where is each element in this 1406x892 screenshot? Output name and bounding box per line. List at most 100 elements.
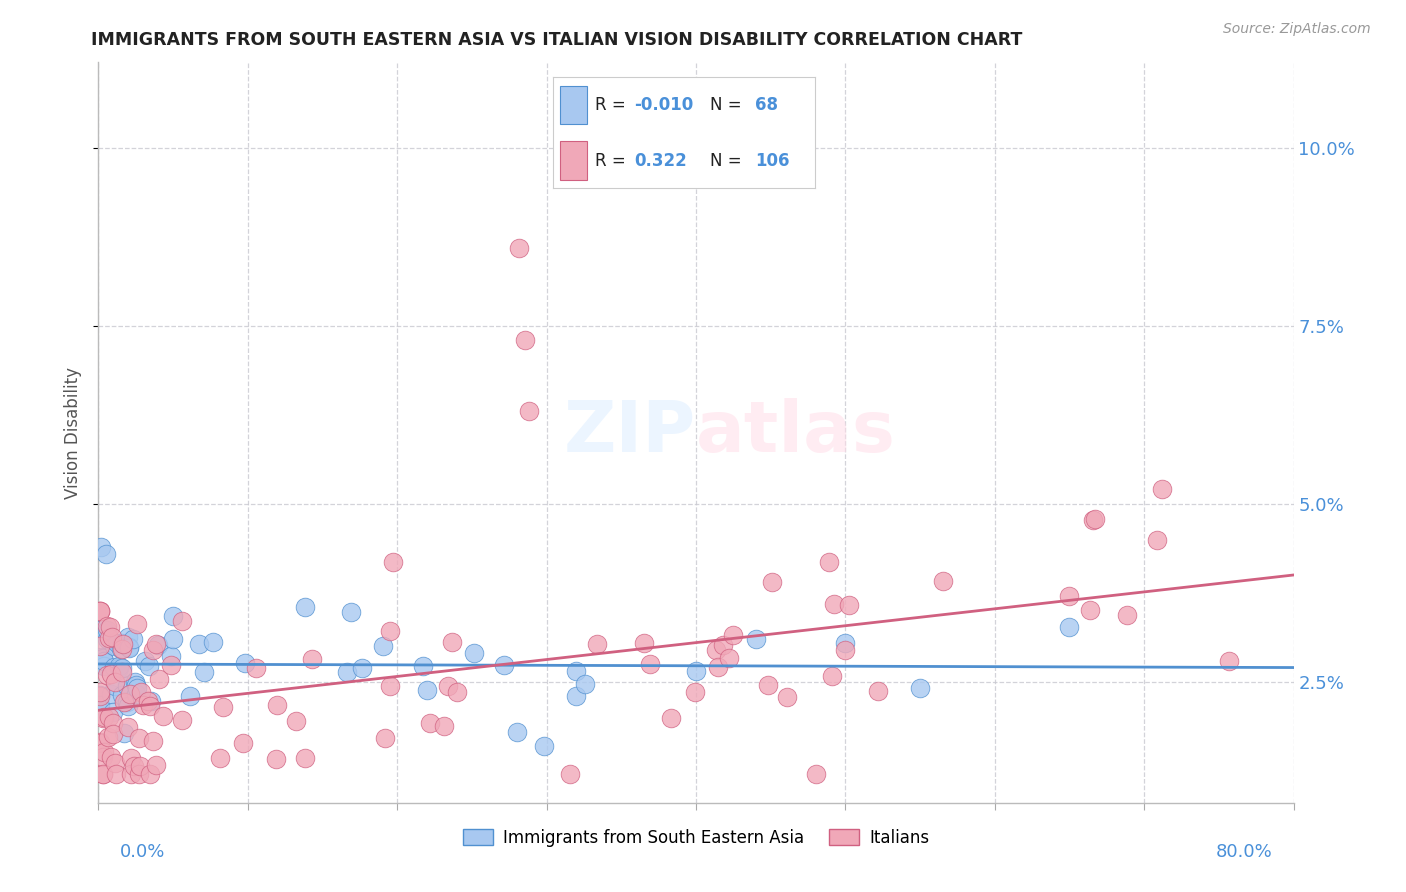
Point — [90, 649, 112, 664]
Point — [586, 637, 609, 651]
Point — [89, 736, 111, 750]
Point — [817, 555, 839, 569]
Point — [245, 661, 267, 675]
Point — [111, 688, 134, 702]
Point — [352, 661, 374, 675]
Point — [142, 643, 165, 657]
Point — [209, 750, 232, 764]
Point — [103, 660, 125, 674]
Point — [101, 630, 124, 644]
Point — [834, 636, 856, 650]
Point — [89, 639, 111, 653]
Point — [574, 676, 596, 690]
Point — [565, 690, 588, 704]
Point — [558, 767, 581, 781]
Point — [838, 598, 860, 612]
Point — [93, 654, 115, 668]
Point — [111, 636, 134, 650]
Point — [1083, 512, 1105, 526]
Point — [120, 750, 142, 764]
Point — [118, 640, 141, 654]
Point — [96, 632, 118, 646]
Point — [98, 620, 121, 634]
Point — [179, 690, 201, 704]
Point — [101, 716, 124, 731]
Point — [110, 641, 132, 656]
Point — [436, 679, 458, 693]
Point — [93, 711, 115, 725]
Point — [115, 695, 138, 709]
Point — [105, 767, 128, 781]
Point — [232, 736, 254, 750]
Point — [412, 658, 434, 673]
Legend: Immigrants from South Eastern Asia, Italians: Immigrants from South Eastern Asia, Ital… — [456, 822, 936, 854]
Point — [91, 767, 114, 781]
Point — [129, 685, 152, 699]
Point — [440, 635, 463, 649]
Point — [776, 690, 799, 704]
Point — [517, 404, 540, 418]
Point — [115, 679, 138, 693]
Point — [104, 680, 127, 694]
Point — [506, 724, 529, 739]
Point — [294, 599, 316, 614]
Point — [908, 681, 931, 696]
Point — [100, 687, 122, 701]
Point — [89, 604, 111, 618]
Point — [340, 605, 363, 619]
Point — [100, 667, 122, 681]
Point — [301, 652, 323, 666]
Point — [97, 731, 120, 745]
Point — [761, 575, 783, 590]
Point — [931, 574, 953, 589]
Point — [187, 637, 209, 651]
Point — [380, 679, 402, 693]
Point — [145, 637, 167, 651]
Point — [97, 632, 120, 646]
Point — [707, 660, 730, 674]
Point — [515, 333, 537, 347]
Point — [806, 767, 828, 781]
Point — [89, 652, 111, 666]
Point — [107, 661, 129, 675]
Point — [492, 658, 515, 673]
Point — [211, 700, 233, 714]
Point — [117, 720, 139, 734]
Point — [868, 684, 890, 698]
Point — [821, 669, 844, 683]
Point — [111, 665, 134, 679]
Point — [446, 685, 468, 699]
Point — [1150, 482, 1173, 496]
Point — [202, 635, 225, 649]
Point — [193, 665, 215, 679]
Point — [89, 688, 111, 702]
Point — [659, 711, 682, 725]
Point — [91, 767, 114, 781]
Point — [266, 698, 288, 712]
Point — [125, 681, 148, 696]
Point — [101, 705, 124, 719]
Point — [128, 731, 150, 746]
Point — [294, 751, 316, 765]
Point — [336, 665, 359, 679]
Point — [93, 746, 115, 760]
Point — [565, 664, 588, 678]
Point — [136, 694, 159, 708]
Point — [124, 687, 146, 701]
Text: 80.0%: 80.0% — [1216, 843, 1272, 861]
Text: atlas: atlas — [696, 398, 896, 467]
Point — [463, 646, 485, 660]
Point — [233, 656, 256, 670]
Point — [717, 651, 740, 665]
Point — [129, 759, 152, 773]
Point — [91, 749, 114, 764]
Point — [146, 638, 169, 652]
Point — [117, 698, 139, 713]
Point — [264, 752, 287, 766]
Point — [533, 739, 555, 753]
Point — [378, 624, 401, 639]
Point — [112, 726, 135, 740]
Point — [823, 597, 845, 611]
Point — [633, 636, 655, 650]
Point — [285, 714, 308, 728]
